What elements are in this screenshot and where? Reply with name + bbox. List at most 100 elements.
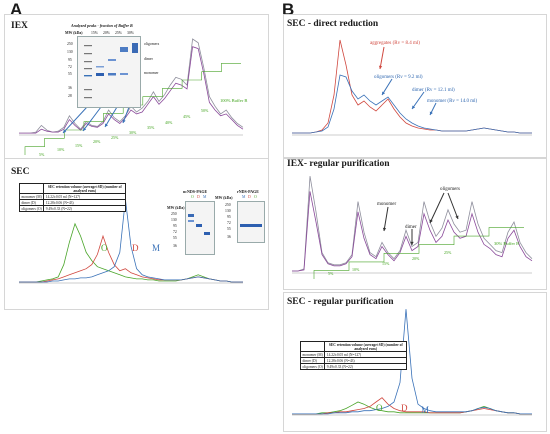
sec-a-rnds-mw-72: 72 bbox=[227, 221, 231, 225]
sec-a-native-gel-image bbox=[185, 201, 215, 255]
iex-a-band-oligomers: oligomers bbox=[144, 42, 160, 46]
iex-a-arrow-3-head bbox=[105, 123, 109, 127]
sec-a-rnds-lane-d: D bbox=[248, 195, 251, 199]
sec-a-native-gel-caption: ncNDS-PAGE bbox=[183, 189, 208, 194]
sec-regular-table-row-label: oligomers (O) bbox=[299, 363, 326, 370]
sec-direct-arrow-dimer bbox=[411, 91, 425, 110]
iex-b-arrow-oligomers-1 bbox=[429, 192, 445, 224]
iex-a-arrow-4-head bbox=[122, 119, 126, 123]
sec-a-native-mw-250: 250 bbox=[171, 212, 177, 216]
iex-b-step-2: 10% bbox=[352, 267, 360, 272]
sec-regular-series-line-d bbox=[292, 397, 532, 415]
iex-b-step-3: 15% bbox=[382, 261, 390, 266]
iex-a-gel-caption: Analyzed peaks - fraction of Buffer B bbox=[71, 23, 133, 28]
sec-a-series-line-m bbox=[19, 199, 243, 283]
iex-a-step-1: 5% bbox=[39, 152, 45, 157]
iex-b-arrow-dimer-head bbox=[410, 241, 414, 245]
iex-a-mw-28: 28 bbox=[68, 94, 72, 98]
iex-a-gel-image bbox=[77, 36, 141, 108]
iex-b-step-5: 25% bbox=[444, 250, 452, 255]
sec-a-table-row-value: 9.49±0.33 (N=22) bbox=[43, 205, 127, 212]
iex-b-series-line-1 bbox=[292, 176, 533, 272]
sec-regular-title: SEC - regular purification bbox=[287, 297, 394, 307]
sec-regular-chart: SEC - regular purification SEC retention… bbox=[283, 292, 547, 432]
iex-b-chart: IEX- regular purification monomer dimer … bbox=[283, 158, 547, 290]
iex-a-mw-72: 72 bbox=[68, 65, 72, 69]
sec-regular-table-col1 bbox=[299, 341, 326, 352]
sec-a-table-col1 bbox=[18, 183, 45, 194]
iex-b-gradient-steps bbox=[313, 227, 524, 279]
iex-a-step-2: 10% bbox=[57, 147, 65, 152]
iex-a-mw-95: 95 bbox=[68, 58, 72, 62]
sec-a-rnds-mw-95: 95 bbox=[227, 215, 231, 219]
sec-regular-peak-m: M bbox=[421, 405, 430, 415]
iex-b-arrow-monomer-head bbox=[382, 227, 387, 231]
sec-a-native-mw-header: MW (kDa) bbox=[167, 206, 185, 210]
sec-direct-label-monomer: monomer (Rv = 14.0 ml) bbox=[427, 99, 478, 104]
sec-direct-arrow-dimer-head bbox=[412, 105, 416, 109]
sec-regular-plot bbox=[292, 309, 532, 416]
iex-b-step-1: 5% bbox=[328, 271, 334, 276]
iex-a-arrow-2-head bbox=[83, 127, 87, 131]
sec-direct-arrow-monomer-head bbox=[429, 111, 433, 115]
iex-b-label-dimer: dimer bbox=[405, 225, 417, 230]
sec-a-rnds-mw-130: 130 bbox=[225, 209, 231, 213]
sec-a-rnds-mw-250: 250 bbox=[225, 203, 231, 207]
iex-a-band-dimer: dimer bbox=[144, 57, 153, 61]
sec-a-native-mw-36: 36 bbox=[173, 244, 177, 248]
iex-a-arrow-1-head bbox=[63, 129, 67, 133]
iex-a-arrow-2 bbox=[82, 106, 102, 132]
sec-regular-table: SEC retention volume (average±SD) (numbe… bbox=[299, 341, 408, 370]
iex-a-gel-mw-header: MW (kDa) bbox=[65, 31, 83, 35]
sec-a-native-lane-m: M bbox=[203, 195, 207, 199]
iex-a-mw-130: 130 bbox=[67, 50, 73, 54]
iex-a-band-monomer: monomer bbox=[144, 71, 159, 75]
sec-a-native-mw-55: 55 bbox=[173, 236, 177, 240]
iex-a-step-5: 25% bbox=[111, 135, 119, 140]
iex-a-step-7: 35% bbox=[147, 125, 155, 130]
sec-direct-chart: SEC - direct reduction aggregates (Rv = … bbox=[283, 14, 547, 158]
sec-a-native-mw-130: 130 bbox=[171, 218, 177, 222]
sec-direct-arrow-aggregates bbox=[379, 46, 385, 70]
sec-direct-series-line-2 bbox=[292, 74, 532, 134]
iex-a-step-6: 30% bbox=[129, 130, 137, 135]
sec-a-rnds-mw-36: 36 bbox=[227, 235, 231, 239]
sec-a-rnds-mw-header: MW (kDa) bbox=[215, 196, 233, 200]
iex-a-mw-250: 250 bbox=[67, 42, 73, 46]
iex-a-step-9: 45% bbox=[183, 114, 191, 119]
sec-a-native-lane-o: O bbox=[191, 195, 194, 199]
iex-b-arrow-oligomers-2 bbox=[447, 192, 459, 220]
iex-b-arrow-oligomers-1-head bbox=[429, 219, 433, 223]
iex-a-mw-55: 55 bbox=[68, 72, 72, 76]
sec-a-rnds-lane-o: O bbox=[254, 195, 257, 199]
iex-b-label-oligomers: oligomers bbox=[440, 187, 460, 192]
sec-regular-peak-o: O bbox=[376, 403, 383, 413]
sec-a-title: SEC bbox=[11, 167, 30, 177]
sec-direct-arrow-aggregates-head bbox=[378, 65, 383, 69]
sec-regular-peak-d: D bbox=[401, 403, 408, 413]
iex-b-label-monomer: monomer bbox=[377, 202, 397, 207]
iex-a-arrow-3 bbox=[104, 106, 118, 128]
sec-direct-arrow-oligomers bbox=[381, 78, 393, 96]
iex-a-arrow-1 bbox=[62, 106, 88, 134]
sec-a-peak-d: D bbox=[132, 243, 139, 253]
iex-a-mw-36: 36 bbox=[68, 86, 72, 90]
iex-b-buffer-b-label: 30% Buffer B bbox=[494, 241, 520, 246]
sec-a-series-line-o bbox=[19, 222, 243, 283]
sec-direct-label-dimer: dimer (Rv = 12.1 ml) bbox=[412, 88, 455, 93]
sec-a-table-col2: SEC retention volume (average±SD) (numbe… bbox=[43, 183, 127, 194]
iex-a-step-10: 50% bbox=[201, 108, 209, 113]
iex-b-arrow-oligomers-2-head bbox=[455, 215, 459, 219]
iex-a-series-line-2 bbox=[19, 46, 244, 134]
sec-regular-table-col2: SEC retention volume (average±SD) (numbe… bbox=[324, 341, 408, 352]
iex-a-gel-lane-4: 30% bbox=[127, 31, 134, 35]
sec-regular-table-row-value: 9.49±0.33 (N=22) bbox=[324, 363, 408, 370]
sec-a-table-row-label: oligomers (O) bbox=[18, 205, 45, 212]
sec-direct-plot bbox=[292, 39, 532, 136]
iex-a-step-4: 20% bbox=[93, 139, 101, 144]
iex-b-title: IEX- regular purification bbox=[287, 159, 390, 169]
sec-a-rnds-mw-55: 55 bbox=[227, 227, 231, 231]
sec-a-peak-m: M bbox=[152, 243, 161, 253]
sec-a-native-mw-95: 95 bbox=[173, 224, 177, 228]
iex-a-buffer-b-label: 100% Buffer B bbox=[220, 98, 248, 103]
